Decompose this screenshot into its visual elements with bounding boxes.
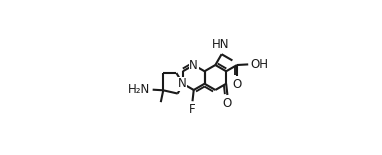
Text: OH: OH (251, 58, 269, 71)
Text: N: N (189, 59, 198, 71)
Text: O: O (223, 97, 232, 110)
Text: O: O (232, 78, 241, 91)
Text: N: N (178, 77, 186, 90)
Text: F: F (189, 104, 196, 117)
Text: HN: HN (212, 38, 230, 51)
Text: H₂N: H₂N (128, 83, 150, 96)
